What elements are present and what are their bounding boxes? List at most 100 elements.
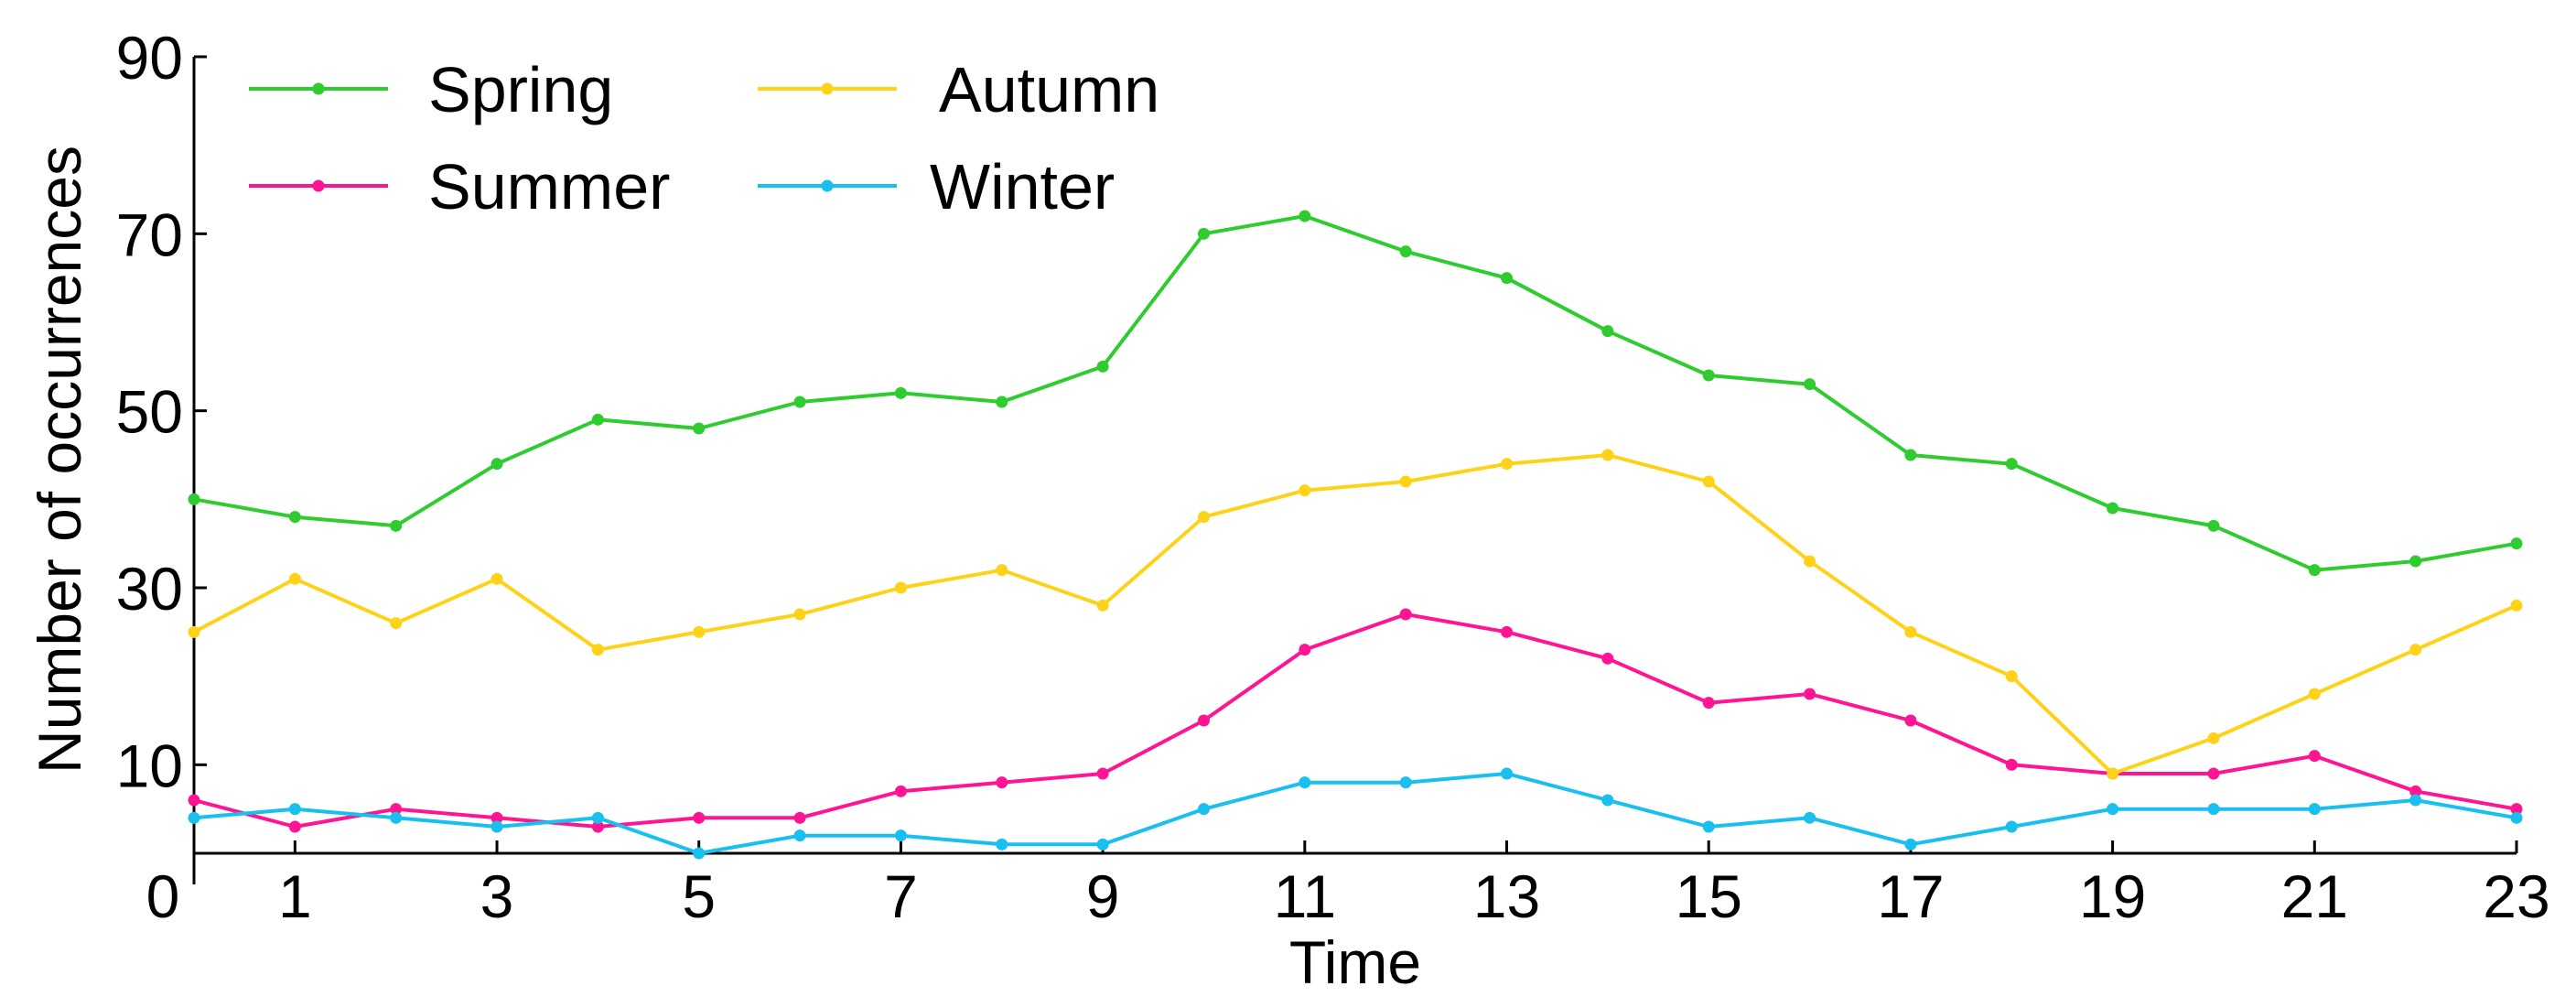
legend-item-autumn: Autumn [758, 54, 1159, 125]
x-tick-label: 9 [1086, 862, 1120, 930]
data-point [2409, 785, 2422, 797]
data-point [1501, 272, 1514, 285]
x-tick-label: 7 [884, 862, 918, 930]
data-point [1197, 803, 1210, 816]
data-point [288, 803, 301, 816]
data-point [2107, 502, 2119, 515]
data-point [1399, 608, 1412, 621]
data-point [2308, 688, 2321, 700]
x-tick-label: 17 [1877, 862, 1944, 930]
data-point [2510, 599, 2523, 612]
data-point [2005, 820, 2018, 833]
data-point [2005, 670, 2018, 683]
data-point [2207, 732, 2220, 744]
data-point [1501, 767, 1514, 780]
data-point [2005, 758, 2018, 771]
data-point [693, 811, 706, 824]
series-line-autumn [193, 453, 2517, 775]
legend-item-summer: Summer [249, 151, 670, 222]
series-line-spring [193, 214, 2517, 572]
data-point [490, 811, 503, 824]
data-point [2510, 803, 2523, 816]
x-tick-label: 13 [1473, 862, 1540, 930]
series-summer [188, 608, 2523, 833]
legend: Spring Summer Autumn Winter [249, 54, 1159, 222]
data-point [894, 785, 907, 797]
legend-item-winter: Winter [758, 151, 1115, 222]
data-point [2005, 458, 2018, 471]
data-point [2107, 803, 2119, 816]
series-spring [188, 210, 2523, 577]
data-point [996, 396, 1008, 408]
series-winter [188, 767, 2523, 860]
data-point [1702, 475, 1715, 488]
data-point [2308, 564, 2321, 577]
data-point [1096, 838, 1109, 851]
y-tick-label: 30 [116, 555, 183, 623]
data-point [1399, 776, 1412, 789]
x-tick-label: 15 [1676, 862, 1742, 930]
legend-label: Summer [428, 151, 670, 222]
data-point [591, 811, 604, 824]
y-tick-label: 70 [116, 201, 183, 268]
data-point [1096, 767, 1109, 780]
data-point [1601, 794, 1614, 807]
data-point [1299, 210, 1311, 222]
legend-marker [821, 82, 834, 95]
data-point [591, 413, 604, 426]
data-point [490, 572, 503, 585]
legend-marker [312, 179, 325, 192]
data-point [1399, 475, 1412, 488]
data-point [996, 838, 1008, 851]
legend-label: Winter [930, 151, 1115, 222]
x-tick-label: 21 [2281, 862, 2348, 930]
data-point [1501, 625, 1514, 638]
data-point [894, 581, 907, 594]
series-line-winter [193, 772, 2517, 855]
data-point [2409, 644, 2422, 656]
y-tick-label: 10 [116, 732, 183, 799]
y-ticks: 10 30 50 70 90 [116, 24, 207, 799]
data-point [894, 829, 907, 842]
x-ticks: 0 1 3 5 7 9 11 13 15 17 19 21 23 [146, 840, 2550, 930]
x-tick-label: 23 [2483, 862, 2549, 930]
data-point [1501, 458, 1514, 471]
legend-item-spring: Spring [249, 54, 613, 125]
data-point [288, 572, 301, 585]
data-point [1197, 511, 1210, 524]
x-tick-label: 1 [278, 862, 312, 930]
data-point [1904, 625, 1917, 638]
series-autumn [188, 449, 2523, 780]
axes [192, 57, 2517, 884]
data-point [1096, 599, 1109, 612]
legend-marker [821, 179, 834, 192]
data-point [2308, 750, 2321, 763]
data-point [188, 625, 200, 638]
data-point [996, 564, 1008, 577]
x-tick-label: 5 [682, 862, 716, 930]
data-point [996, 776, 1008, 789]
data-point [188, 794, 200, 807]
data-point [591, 820, 604, 833]
data-point [1904, 838, 1917, 851]
data-point [2207, 803, 2220, 816]
data-point [1299, 776, 1311, 789]
x-axis-title: Time [1289, 928, 1421, 996]
data-point [1804, 555, 1816, 568]
data-point [1702, 820, 1715, 833]
legend-label: Spring [428, 54, 613, 125]
data-point [1096, 360, 1109, 373]
data-point [1904, 449, 1917, 461]
data-point [894, 386, 907, 399]
data-point [1804, 811, 1816, 824]
data-point [1904, 714, 1917, 727]
data-point [2409, 794, 2422, 807]
data-point [1601, 652, 1614, 665]
data-point [693, 847, 706, 860]
data-point [2107, 767, 2119, 780]
y-tick-label: 50 [116, 378, 183, 446]
data-point [1702, 697, 1715, 710]
data-point [390, 811, 403, 824]
data-point [693, 625, 706, 638]
data-point [793, 829, 806, 842]
